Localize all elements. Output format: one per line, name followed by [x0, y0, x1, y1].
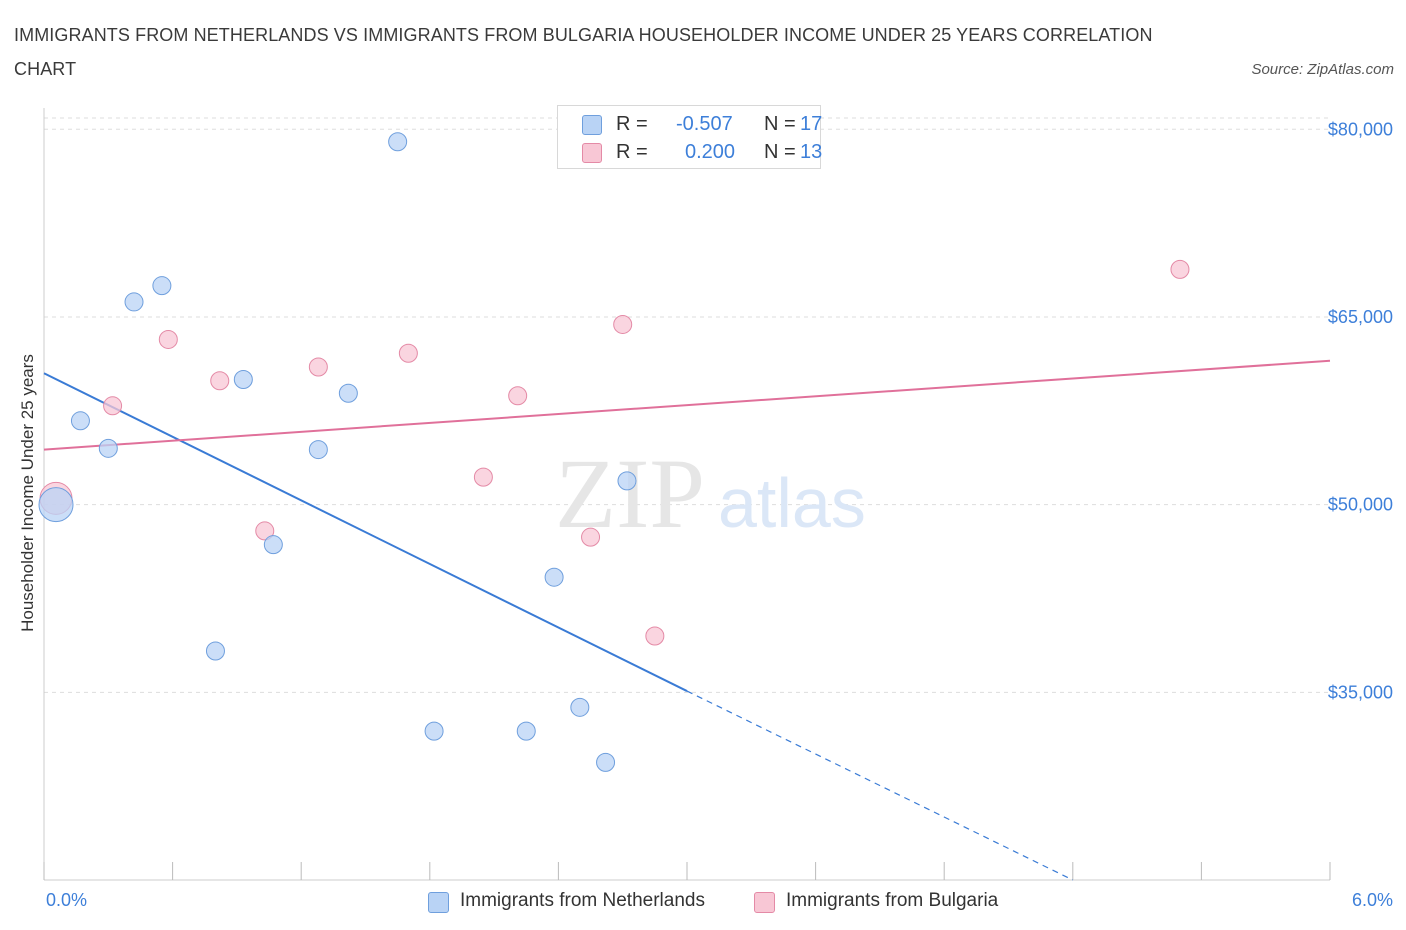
r-value: 0.200 [685, 141, 736, 163]
netherlands-point [263, 535, 283, 555]
bulgaria-trend-line [43, 359, 1331, 451]
bulgaria-point [508, 386, 528, 406]
n-value: 17 [800, 113, 823, 135]
netherlands-point [98, 438, 118, 458]
point-layer [38, 132, 1190, 772]
bulgaria-point [398, 343, 418, 363]
bulgaria-point [308, 357, 328, 377]
netherlands-trend-line [43, 372, 688, 692]
netherlands-point [70, 411, 90, 431]
bulgaria-point [210, 371, 230, 391]
netherlands-point [233, 370, 253, 390]
netherlands-point [424, 721, 444, 741]
y-tick-label: $65,000 [1328, 307, 1393, 327]
bulgaria-point [103, 396, 123, 416]
netherlands-point [596, 752, 616, 772]
netherlands-point [38, 487, 74, 523]
n-label: N = [764, 141, 796, 163]
bulgaria-point [158, 329, 178, 349]
bulgaria-swatch [582, 143, 602, 163]
r-label: R = [616, 141, 648, 163]
netherlands-point [570, 697, 590, 717]
legend-label: Immigrants from Netherlands [460, 890, 705, 911]
netherlands-swatch [582, 115, 602, 135]
netherlands-point [617, 471, 637, 491]
zipatlas-watermark: ZIP atlas [555, 438, 866, 549]
bulgaria-swatch [754, 892, 775, 913]
bulgaria-point [613, 314, 633, 334]
n-value: 13 [800, 141, 823, 163]
x-tick-label-min: 0.0% [46, 890, 88, 910]
netherlands-swatch [428, 892, 449, 913]
netherlands-trend-extension [686, 690, 1074, 881]
bulgaria-point [473, 467, 493, 487]
y-tick-labels: $80,000 $65,000 $50,000 $35,000 [1328, 119, 1393, 702]
bulgaria-point [255, 521, 275, 541]
trend-layer [43, 359, 1331, 881]
legend-label: Immigrants from Bulgaria [786, 890, 999, 911]
r-value: -0.507 [676, 113, 733, 135]
svg-text:atlas: atlas [718, 464, 866, 542]
netherlands-point [205, 641, 225, 661]
r-label: R = [616, 113, 648, 135]
netherlands-point [152, 276, 172, 296]
netherlands-point [124, 292, 144, 312]
stats-box: R = -0.507 N = 17 R = 0.200 N = 13 [557, 105, 823, 169]
source-label: Source: ZipAtlas.com [1251, 61, 1394, 78]
x-tick-label-max: 6.0% [1351, 890, 1393, 910]
bulgaria-point [1170, 259, 1190, 279]
bulgaria-point [581, 527, 601, 547]
netherlands-point [308, 440, 328, 460]
n-label: N = [764, 113, 796, 135]
netherlands-point [544, 567, 564, 587]
y-tick-label: $35,000 [1328, 682, 1393, 702]
netherlands-point [338, 383, 358, 403]
chart-title: IMMIGRANTS FROM NETHERLANDS VS IMMIGRANT… [14, 25, 1153, 79]
bulgaria-point [645, 626, 665, 646]
y-tick-label: $80,000 [1328, 119, 1393, 139]
netherlands-point [388, 132, 408, 152]
svg-text:ZIP: ZIP [555, 438, 705, 549]
netherlands-point [516, 721, 536, 741]
legend: Immigrants from Netherlands Immigrants f… [0, 888, 1406, 918]
y-tick-label: $50,000 [1328, 495, 1393, 515]
